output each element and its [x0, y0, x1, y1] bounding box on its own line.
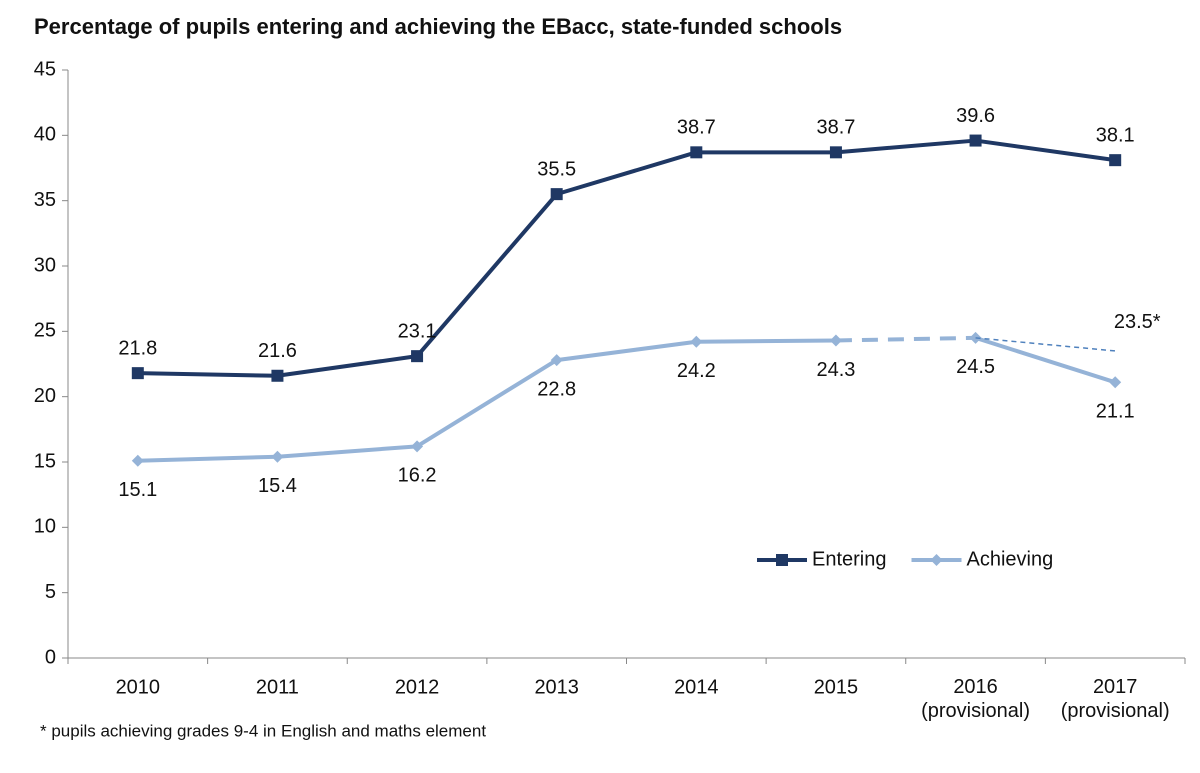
- x-tick-label: 2016 (provisional): [921, 676, 1030, 722]
- data-label: 24.3: [816, 359, 855, 381]
- data-label: 21.6: [258, 340, 297, 362]
- marker: [829, 334, 842, 347]
- legend-label: Entering: [812, 548, 887, 570]
- series-line: [974, 335, 1116, 385]
- y-tick-label: 30: [34, 254, 56, 276]
- series-line-dashed: [835, 335, 976, 343]
- y-tick-label: 25: [34, 320, 56, 342]
- data-label: 35.5: [537, 158, 576, 180]
- y-tick-label: 5: [45, 581, 56, 603]
- y-tick-label: 0: [45, 646, 56, 668]
- x-tick-label: 2014: [674, 676, 719, 698]
- marker: [271, 369, 284, 382]
- x-tick-label-line: (provisional): [1061, 700, 1170, 722]
- marker: [1109, 154, 1122, 167]
- x-tick-label-line: (provisional): [921, 700, 1030, 722]
- marker: [1109, 376, 1122, 389]
- data-label: 15.4: [258, 475, 297, 497]
- data-label: 38.7: [816, 117, 855, 139]
- data-label: 21.8: [118, 337, 157, 359]
- y-tick-label: 20: [34, 385, 56, 407]
- data-label: 24.2: [677, 360, 716, 382]
- x-tick-label: 2010: [116, 676, 161, 698]
- marker: [690, 146, 703, 159]
- marker: [829, 146, 842, 159]
- data-label: 23.1: [398, 320, 437, 342]
- chart-title: Percentage of pupils entering and achiev…: [34, 14, 842, 39]
- x-tick-label: 2015: [814, 676, 859, 698]
- data-label: 16.2: [398, 465, 437, 487]
- footnote: * pupils achieving grades 9-4 in English…: [40, 721, 486, 740]
- data-label: 38.1: [1096, 124, 1135, 146]
- marker: [550, 188, 563, 201]
- y-tick-label: 35: [34, 189, 56, 211]
- x-tick-label-line: 2017: [1093, 676, 1138, 698]
- series-line: [137, 138, 1116, 378]
- x-tick-label-line: 2016: [953, 676, 998, 698]
- marker: [411, 350, 424, 363]
- legend-marker: [776, 554, 788, 566]
- annotation-label: 23.5*: [1114, 311, 1161, 333]
- marker: [690, 335, 703, 348]
- x-tick-label: 2013: [534, 676, 579, 698]
- data-label: 22.8: [537, 378, 576, 400]
- data-label: 39.6: [956, 105, 995, 127]
- marker: [271, 450, 284, 463]
- y-tick-label: 40: [34, 124, 56, 146]
- x-tick-label: 2012: [395, 676, 440, 698]
- legend-label: Achieving: [967, 548, 1054, 570]
- legend-marker: [930, 554, 943, 566]
- marker: [550, 354, 563, 367]
- marker: [969, 134, 982, 147]
- data-label: 21.1: [1096, 401, 1135, 423]
- x-tick-label: 2011: [256, 676, 299, 698]
- series-line: [137, 338, 836, 463]
- data-label: 24.5: [956, 356, 995, 378]
- y-tick-label: 15: [34, 450, 56, 472]
- data-label: 38.7: [677, 117, 716, 139]
- data-label: 15.1: [118, 479, 157, 501]
- x-tick-label: 2017 (provisional): [1061, 676, 1170, 722]
- marker: [411, 440, 424, 453]
- y-tick-label: 45: [34, 58, 56, 80]
- y-tick-label: 10: [34, 516, 56, 538]
- marker: [131, 367, 144, 380]
- marker: [131, 454, 144, 467]
